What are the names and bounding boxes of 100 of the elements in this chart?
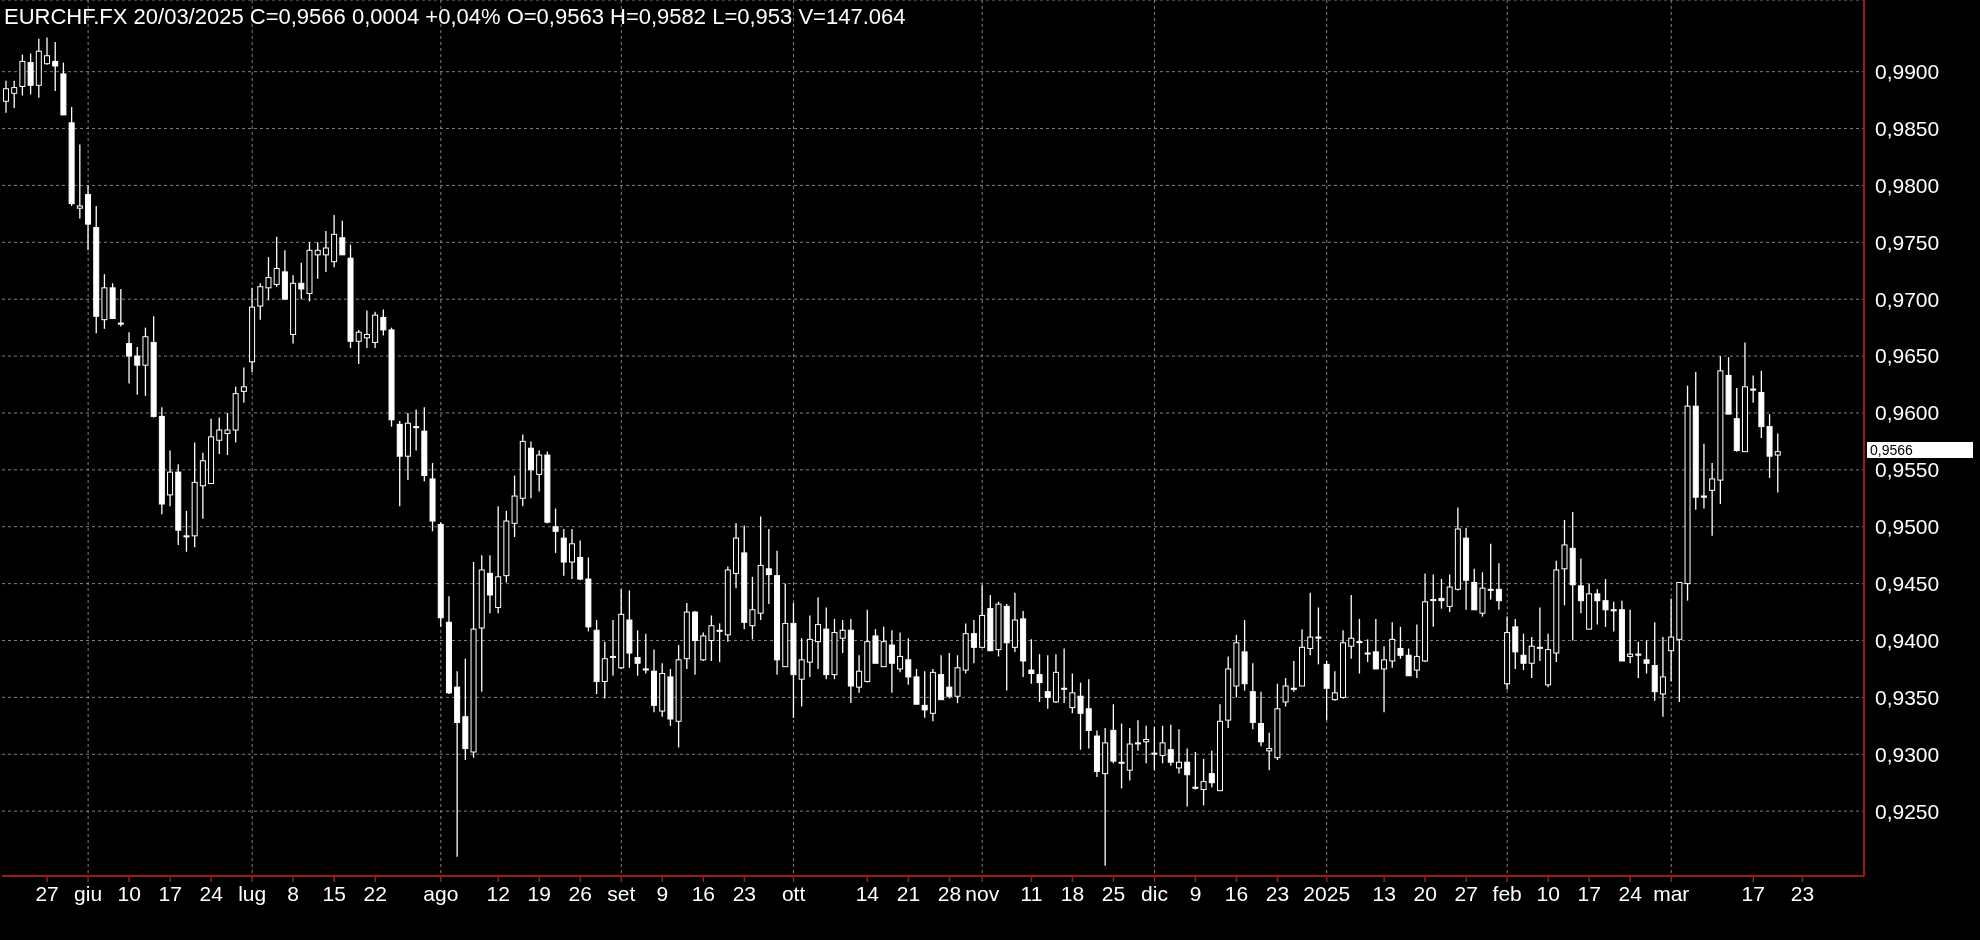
candlestick [1602,578,1609,628]
x-tick-label: 23 [1790,882,1815,906]
candlestick [1635,640,1642,679]
candlestick [634,629,641,677]
candlestick [355,329,362,365]
x-tick-label: 21 [896,882,921,906]
candlestick [11,80,18,109]
y-tick-label: 0,9650 [1875,344,1940,368]
candlestick [577,539,584,581]
candlestick [322,230,329,273]
x-tick-label: 17 [1577,882,1601,906]
candlestick [1266,732,1273,771]
candlestick [921,670,928,719]
candlestick [1069,672,1076,714]
candlestick [1044,654,1051,710]
x-tick-label: 17 [1741,882,1765,906]
candlestick [1167,724,1174,767]
x-tick-label: 10 [1536,882,1560,906]
candlestick [839,619,846,654]
candlestick [1594,588,1601,626]
candlestick [339,220,346,256]
candlestick [1643,639,1650,675]
x-tick-label: 9 [1189,882,1202,906]
candlestick [44,36,51,66]
candlestick [765,528,772,605]
candlestick [486,554,493,614]
x-tick-label: 11 [1020,882,1043,906]
x-tick-label: 28 [937,882,962,906]
candlestick [1413,623,1420,679]
x-tick-label: 27 [35,882,59,906]
x-tick-label: mar [1653,882,1690,906]
candlestick [265,256,272,301]
candlestick [888,629,895,694]
candlestick [1446,573,1453,613]
text: 0,9566 [1867,441,1973,458]
y-tick-label: 0,9350 [1875,685,1940,709]
candlestick [76,143,83,220]
candlestick [1495,562,1502,611]
candlestick [257,282,264,321]
candlestick [1118,722,1125,790]
candlestick [1668,597,1675,683]
x-tick-label: 13 [1372,882,1396,906]
candlestick [1323,660,1330,721]
x-tick-label: ago [423,882,459,906]
x-tick-label: 12 [486,882,510,906]
candlestick [380,308,387,337]
candlestick [363,309,370,349]
x-tick-label: 15 [322,882,346,906]
candlestick [1258,691,1264,747]
candlestick [1774,432,1781,494]
candlestick [183,510,190,553]
candlestick [273,235,280,288]
x-tick-label: 25 [1101,882,1126,906]
candlestick [1282,677,1289,708]
x-tick-label: dic [1141,882,1168,906]
x-tick-label: nov [965,882,1000,906]
candlestick [126,331,133,385]
x-tick-label: 24 [199,882,224,906]
x-tick-label: 26 [568,882,592,906]
candlestick [1372,618,1379,670]
x-tick-label: set [607,882,636,906]
x-tick-label: 23 [1265,882,1290,906]
candlestick [134,346,141,396]
candlestick [1709,462,1716,537]
candlestick [1627,609,1634,664]
candlestick [1520,633,1527,671]
x-tick-label: feb [1492,882,1522,906]
candlestick [224,412,231,456]
candlestick [527,440,534,499]
candlestick [897,631,904,674]
y-tick-label: 0,9600 [1875,401,1940,425]
candlestick [1397,626,1404,660]
y-tick-label: 0,9850 [1875,116,1940,140]
candlestick [601,640,608,700]
candlestick [856,654,863,694]
candlestick [1356,618,1363,675]
candlestick [1750,374,1757,404]
x-tick-label: 17 [158,882,182,906]
candlestick [1036,653,1043,703]
y-tick-label: 0,9500 [1875,515,1940,539]
candlestick [167,449,174,507]
x-tick-label: 2025 [1303,882,1351,906]
x-tick-label: 16 [1224,882,1249,906]
candlestick [1143,725,1150,765]
candlestick [1085,678,1092,750]
candlestick [905,637,912,686]
candlestick [1610,601,1617,633]
candlestick [700,631,707,662]
x-tick-label: 9 [656,882,669,906]
candlestick [298,262,305,300]
candlestick [1381,645,1388,713]
y-tick-label: 0,9700 [1875,287,1940,311]
candlestick [552,507,559,554]
candlestick [1487,543,1494,601]
candlestick [1405,647,1412,677]
candlestick [1315,606,1322,666]
candlestick [946,652,953,700]
x-tick-label: 23 [732,882,757,906]
candlestick [314,241,321,280]
candlestick [1307,592,1314,656]
